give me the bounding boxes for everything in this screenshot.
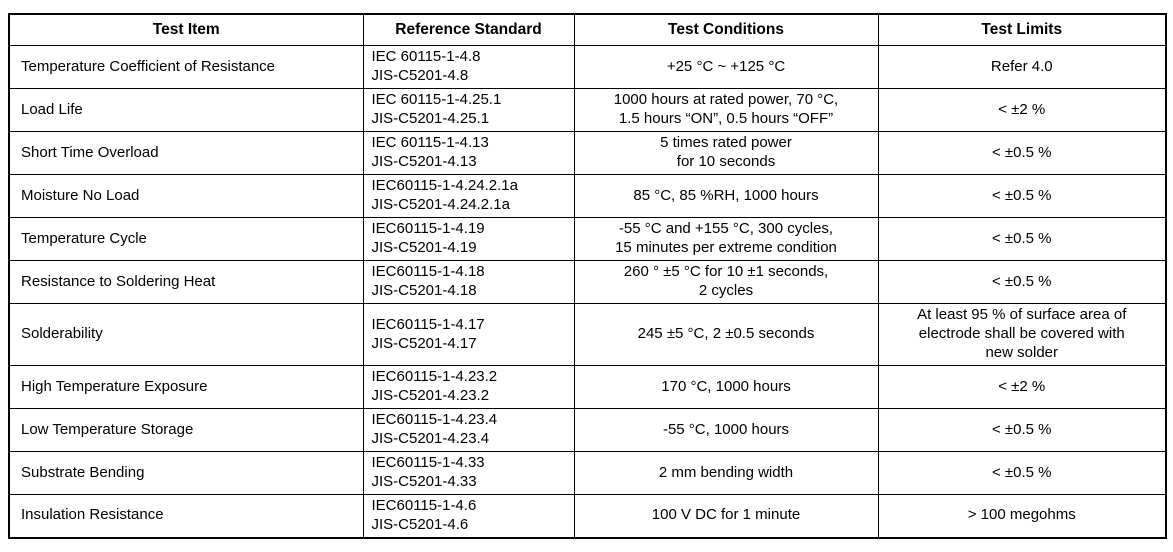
cell-test-item: Substrate Bending	[8, 451, 364, 495]
cell-test-conditions: 85 °C, 85 %RH, 1000 hours	[573, 174, 879, 218]
cell-reference-standard: IEC60115-1-4.19 JIS-C5201-4.19	[362, 217, 575, 261]
cell-reference-standard: IEC60115-1-4.24.2.1a JIS-C5201-4.24.2.1a	[362, 174, 575, 218]
cell-test-limits: < ±2 %	[877, 365, 1167, 409]
cell-test-limits: < ±0.5 %	[877, 408, 1167, 452]
cell-test-item: Moisture No Load	[8, 174, 364, 218]
column-header-test-item: Test Item	[8, 13, 364, 46]
cell-reference-standard: IEC60115-1-4.33 JIS-C5201-4.33	[362, 451, 575, 495]
table-row: High Temperature Exposure IEC60115-1-4.2…	[8, 365, 1167, 409]
cell-test-conditions: 100 V DC for 1 minute	[573, 493, 879, 539]
table-row: Temperature Coefficient of Resistance IE…	[8, 45, 1167, 89]
table-row: Resistance to Soldering Heat IEC60115-1-…	[8, 260, 1167, 304]
cell-test-conditions: 170 °C, 1000 hours	[573, 365, 879, 409]
table-row: Short Time Overload IEC 60115-1-4.13 JIS…	[8, 131, 1167, 175]
cell-test-limits: At least 95 % of surface area of electro…	[877, 303, 1167, 366]
cell-test-limits: > 100 megohms	[877, 493, 1167, 539]
cell-test-conditions: 2 mm bending width	[573, 451, 879, 495]
cell-test-item: Temperature Coefficient of Resistance	[8, 45, 364, 89]
cell-test-conditions: 260 ° ±5 °C for 10 ±1 seconds, 2 cycles	[573, 260, 879, 304]
cell-test-conditions: -55 °C and +155 °C, 300 cycles, 15 minut…	[573, 217, 879, 261]
cell-test-item: Low Temperature Storage	[8, 408, 364, 452]
cell-reference-standard: IEC 60115-1-4.13 JIS-C5201-4.13	[362, 131, 575, 175]
column-header-test-limits: Test Limits	[877, 13, 1167, 46]
cell-test-limits: < ±0.5 %	[877, 174, 1167, 218]
cell-test-limits: Refer 4.0	[877, 45, 1167, 89]
cell-test-conditions: 245 ±5 °C, 2 ±0.5 seconds	[573, 303, 879, 366]
cell-test-limits: < ±2 %	[877, 88, 1167, 132]
cell-test-limits: < ±0.5 %	[877, 217, 1167, 261]
cell-reference-standard: IEC60115-1-4.6 JIS-C5201-4.6	[362, 493, 575, 539]
cell-test-limits: < ±0.5 %	[877, 131, 1167, 175]
cell-reference-standard: IEC60115-1-4.17 JIS-C5201-4.17	[362, 303, 575, 366]
test-spec-table: Test Item Reference Standard Test Condit…	[8, 13, 1167, 539]
cell-reference-standard: IEC60115-1-4.18 JIS-C5201-4.18	[362, 260, 575, 304]
table-row: Solderability IEC60115-1-4.17 JIS-C5201-…	[8, 303, 1167, 366]
cell-test-conditions: -55 °C, 1000 hours	[573, 408, 879, 452]
cell-test-item: High Temperature Exposure	[8, 365, 364, 409]
cell-reference-standard: IEC60115-1-4.23.4 JIS-C5201-4.23.4	[362, 408, 575, 452]
cell-test-conditions: 1000 hours at rated power, 70 °C, 1.5 ho…	[573, 88, 879, 132]
cell-reference-standard: IEC 60115-1-4.25.1 JIS-C5201-4.25.1	[362, 88, 575, 132]
cell-test-conditions: +25 °C ~ +125 °C	[573, 45, 879, 89]
cell-test-item: Resistance to Soldering Heat	[8, 260, 364, 304]
table-row: Insulation Resistance IEC60115-1-4.6 JIS…	[8, 493, 1167, 539]
cell-test-item: Insulation Resistance	[8, 493, 364, 539]
cell-test-item: Temperature Cycle	[8, 217, 364, 261]
cell-reference-standard: IEC 60115-1-4.8 JIS-C5201-4.8	[362, 45, 575, 89]
table-row: Load Life IEC 60115-1-4.25.1 JIS-C5201-4…	[8, 88, 1167, 132]
cell-test-item: Short Time Overload	[8, 131, 364, 175]
cell-test-limits: < ±0.5 %	[877, 451, 1167, 495]
header-row: Test Item Reference Standard Test Condit…	[8, 13, 1167, 46]
cell-test-limits: < ±0.5 %	[877, 260, 1167, 304]
cell-reference-standard: IEC60115-1-4.23.2 JIS-C5201-4.23.2	[362, 365, 575, 409]
cell-test-item: Solderability	[8, 303, 364, 366]
table-row: Low Temperature Storage IEC60115-1-4.23.…	[8, 408, 1167, 452]
table-row: Substrate Bending IEC60115-1-4.33 JIS-C5…	[8, 451, 1167, 495]
column-header-reference-standard: Reference Standard	[362, 13, 575, 46]
cell-test-conditions: 5 times rated power for 10 seconds	[573, 131, 879, 175]
table-row: Temperature Cycle IEC60115-1-4.19 JIS-C5…	[8, 217, 1167, 261]
cell-test-item: Load Life	[8, 88, 364, 132]
table-body: Temperature Coefficient of Resistance IE…	[8, 45, 1167, 539]
column-header-test-conditions: Test Conditions	[573, 13, 879, 46]
table-row: Moisture No Load IEC60115-1-4.24.2.1a JI…	[8, 174, 1167, 218]
